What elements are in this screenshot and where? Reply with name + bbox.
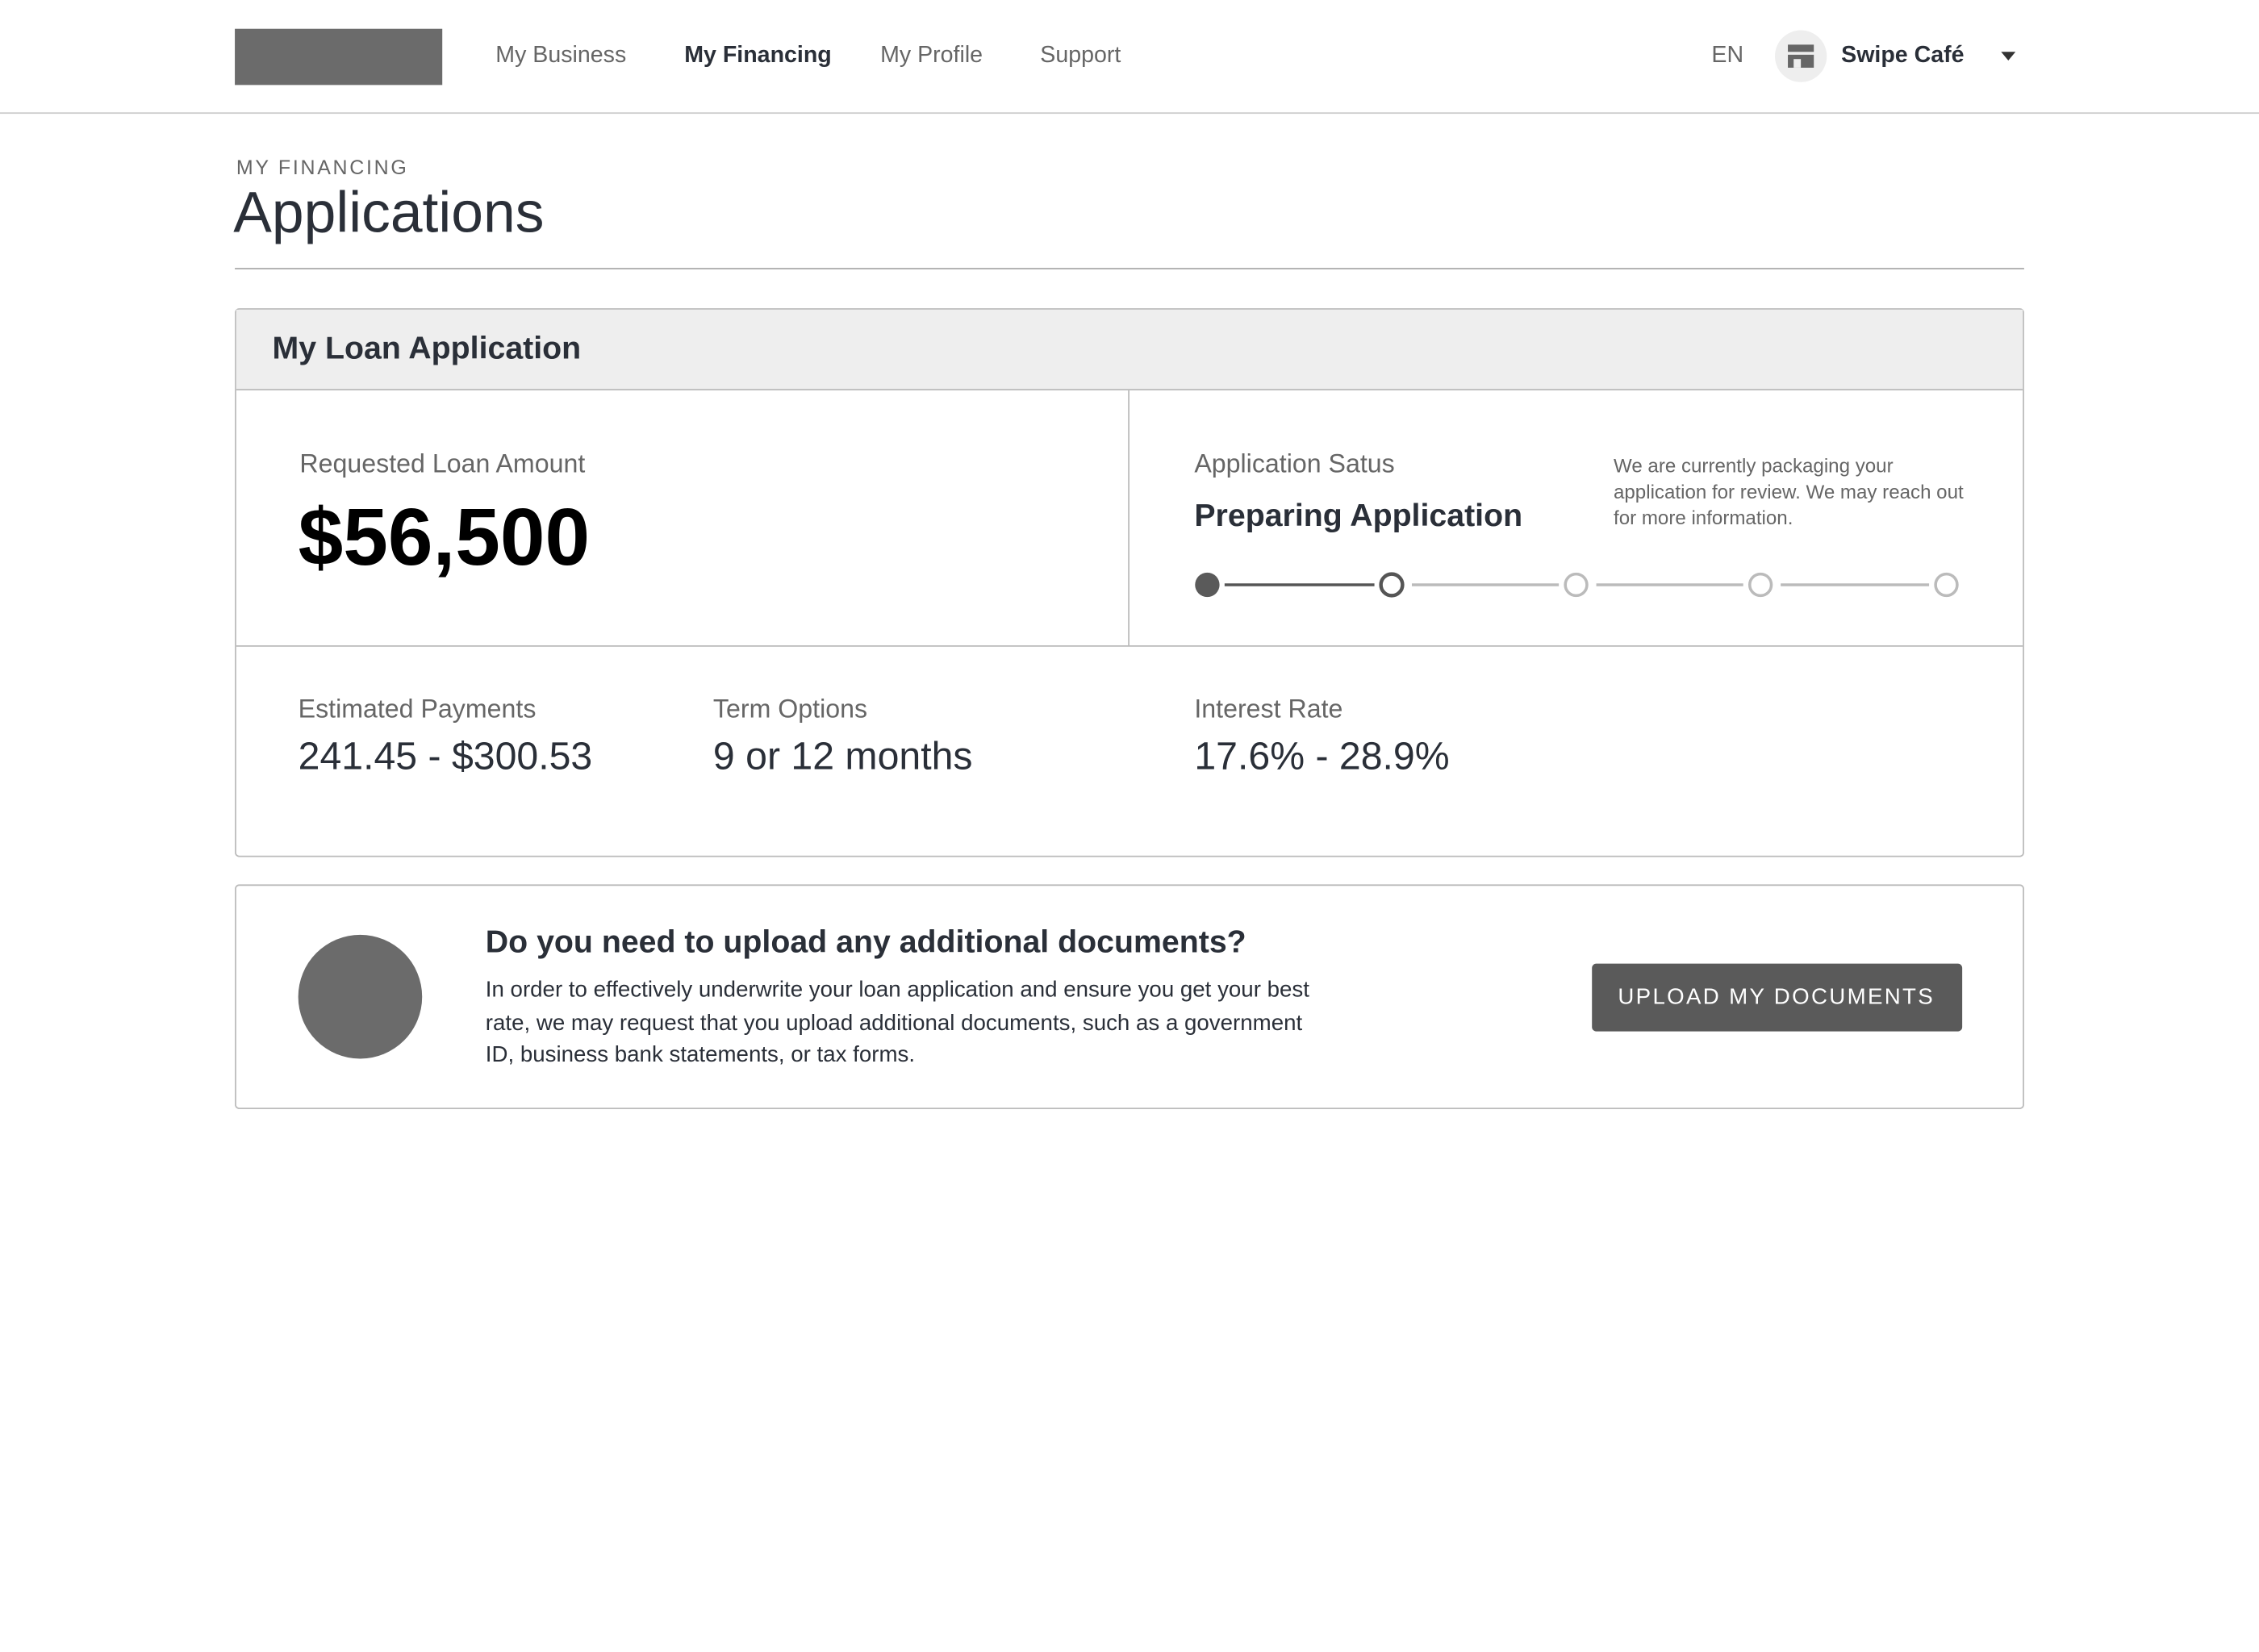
divider	[236, 645, 2023, 647]
status: Preparing Application	[1194, 497, 1523, 533]
value: 9 or 12 months	[712, 734, 973, 778]
card-header	[236, 309, 2023, 390]
logo[interactable]	[235, 28, 443, 86]
value: 17.6% - 28.9%	[1194, 734, 1450, 778]
label: Estimated Payments	[298, 694, 537, 724]
value: 241.45 - $300.53	[298, 734, 593, 778]
label: Interest Rate	[1194, 694, 1343, 724]
status-description: We are currently packaging your applicat…	[1613, 455, 1964, 529]
store-icon	[1774, 30, 1827, 82]
divider	[235, 268, 2024, 269]
page-title: Applications	[233, 181, 545, 245]
card-title: Do you need to upload any additional doc…	[485, 923, 1246, 960]
documents-card	[235, 884, 2024, 1109]
card-title: My Loan Application	[272, 329, 582, 366]
label: Term Options	[712, 694, 868, 724]
stepper	[1195, 572, 1959, 598]
upload-button[interactable]: UPLOAD MY DOCUMENTS	[1592, 963, 1963, 1032]
label: Requested Loan Amount	[299, 449, 586, 478]
nav-link[interactable]: My Financing	[684, 43, 832, 68]
account-name[interactable]: Swipe Café	[1841, 43, 1965, 68]
amount: $56,500	[298, 490, 591, 582]
divider	[1128, 390, 1130, 645]
eyebrow: MY FINANCING	[236, 155, 409, 179]
illustration	[298, 934, 423, 1059]
top-bar	[0, 0, 2259, 115]
language[interactable]: EN	[1711, 43, 1744, 68]
label: Application Satus	[1194, 449, 1395, 478]
dropdown-caret[interactable]	[2001, 52, 2016, 60]
nav-link[interactable]: Support	[1040, 43, 1121, 68]
loan-card	[235, 308, 2024, 857]
nav-link[interactable]: My Profile	[880, 43, 983, 68]
card-body: In order to effectively underwrite your …	[485, 978, 1309, 1068]
nav-link[interactable]: My Business	[495, 43, 627, 68]
